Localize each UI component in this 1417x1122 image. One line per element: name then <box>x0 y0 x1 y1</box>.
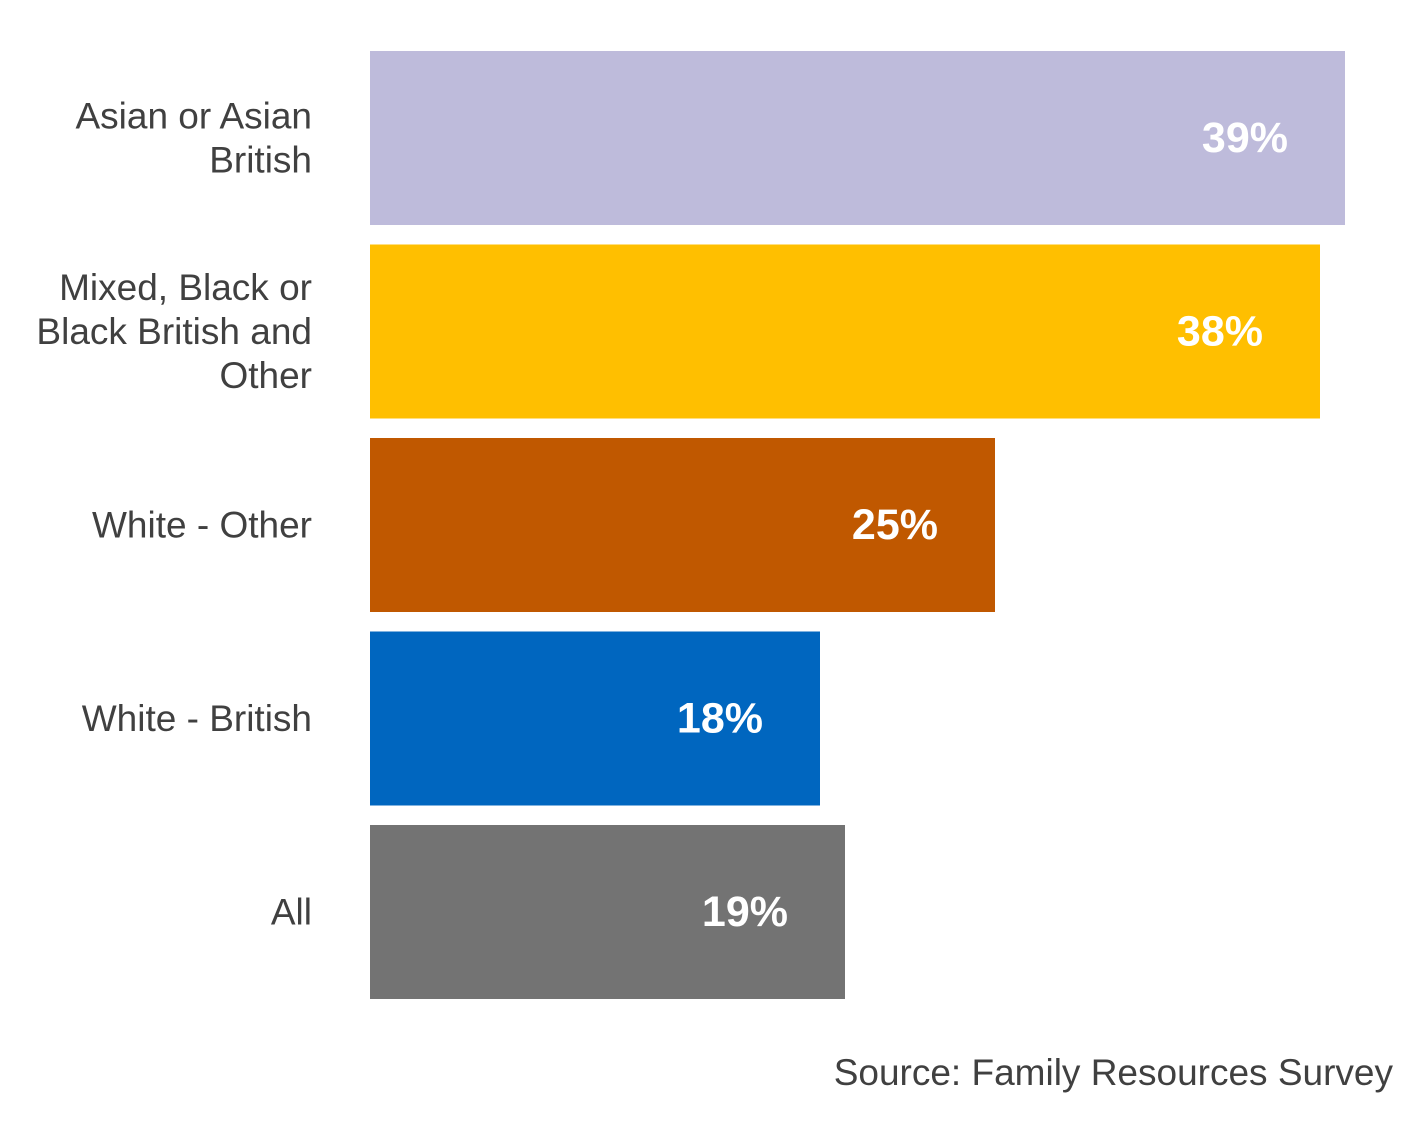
category-label-line: Black British and <box>36 311 312 352</box>
category-label-2: White - Other <box>92 505 312 546</box>
category-label-line: White - Other <box>92 505 312 546</box>
category-label-1: Mixed, Black or Black British and Other <box>36 267 312 396</box>
category-label-3: White - British <box>82 698 312 739</box>
category-label-line: British <box>209 140 312 181</box>
bar-1 <box>370 244 1320 419</box>
category-label-line: All <box>271 892 312 933</box>
value-label-3: 18% <box>677 695 763 743</box>
category-label-line: White - British <box>82 698 312 739</box>
category-label-line: Other <box>219 355 312 396</box>
bar-0 <box>370 51 1345 225</box>
value-label-4: 19% <box>702 888 788 936</box>
bar-4 <box>370 825 845 999</box>
bar-3 <box>370 631 820 806</box>
category-label-0: Asian or Asian British <box>75 96 312 181</box>
source-note: Source: Family Resources Survey <box>833 1052 1393 1093</box>
bar-chart: 39% Asian or Asian British 38% Mixed, Black … <box>36 51 1345 999</box>
value-label-2: 25% <box>852 501 938 549</box>
value-label-0: 39% <box>1202 114 1288 162</box>
bar-2 <box>370 438 995 612</box>
category-label-line: Asian or Asian <box>75 96 312 137</box>
value-label-1: 38% <box>1177 308 1263 356</box>
category-label-4: All <box>271 892 312 933</box>
category-label-line: Mixed, Black or <box>59 267 312 308</box>
